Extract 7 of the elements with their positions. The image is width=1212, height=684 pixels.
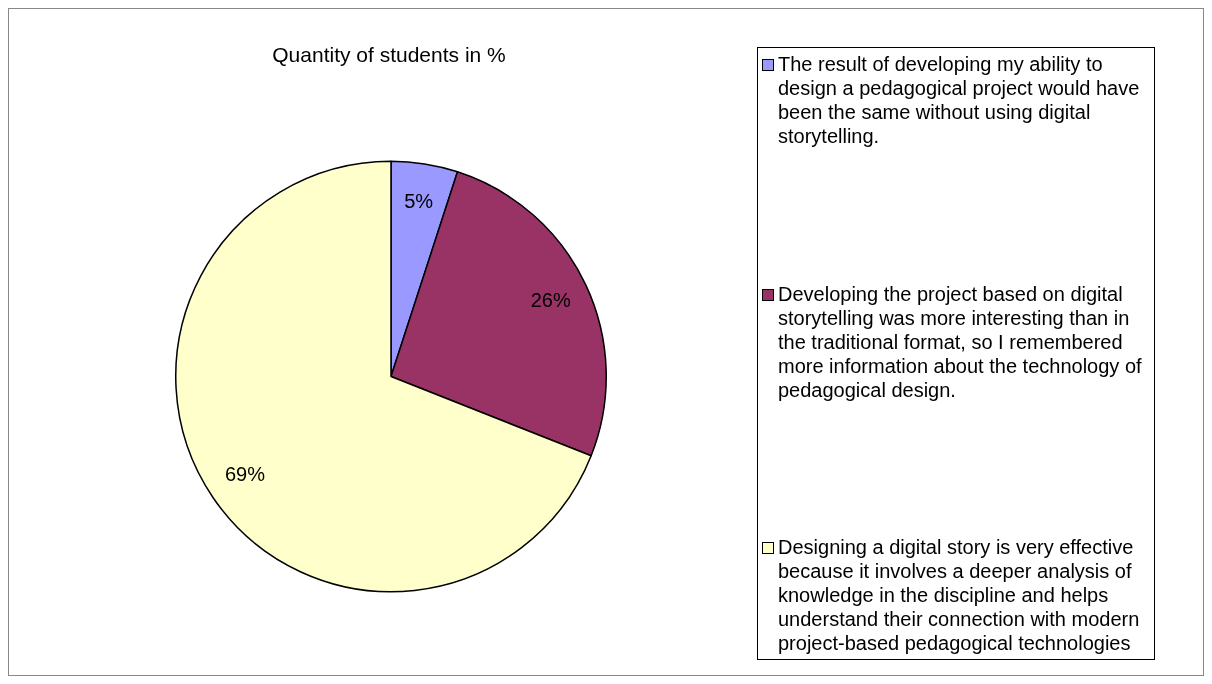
legend-label: The result of developing my ability to design a pedagogical project would have been the same without using digital storytelling.: [778, 52, 1141, 148]
legend-label: Developing the project based on digital storytelling was more interesting than in the traditional format, so I remembered more information about the technology of pedagogical design.: [778, 281, 1143, 402]
data-label: 5%: [404, 189, 434, 212]
chart-title: Quantity of students in %: [271, 43, 507, 67]
data-label: 26%: [530, 288, 571, 311]
legend-label: Designing a digital story is very effective because it involves a deeper analysis of knowledge in the discipline and helps understand their connection with modern project-based pedagogical technologies: [778, 535, 1141, 655]
data-label: 69%: [225, 463, 266, 486]
